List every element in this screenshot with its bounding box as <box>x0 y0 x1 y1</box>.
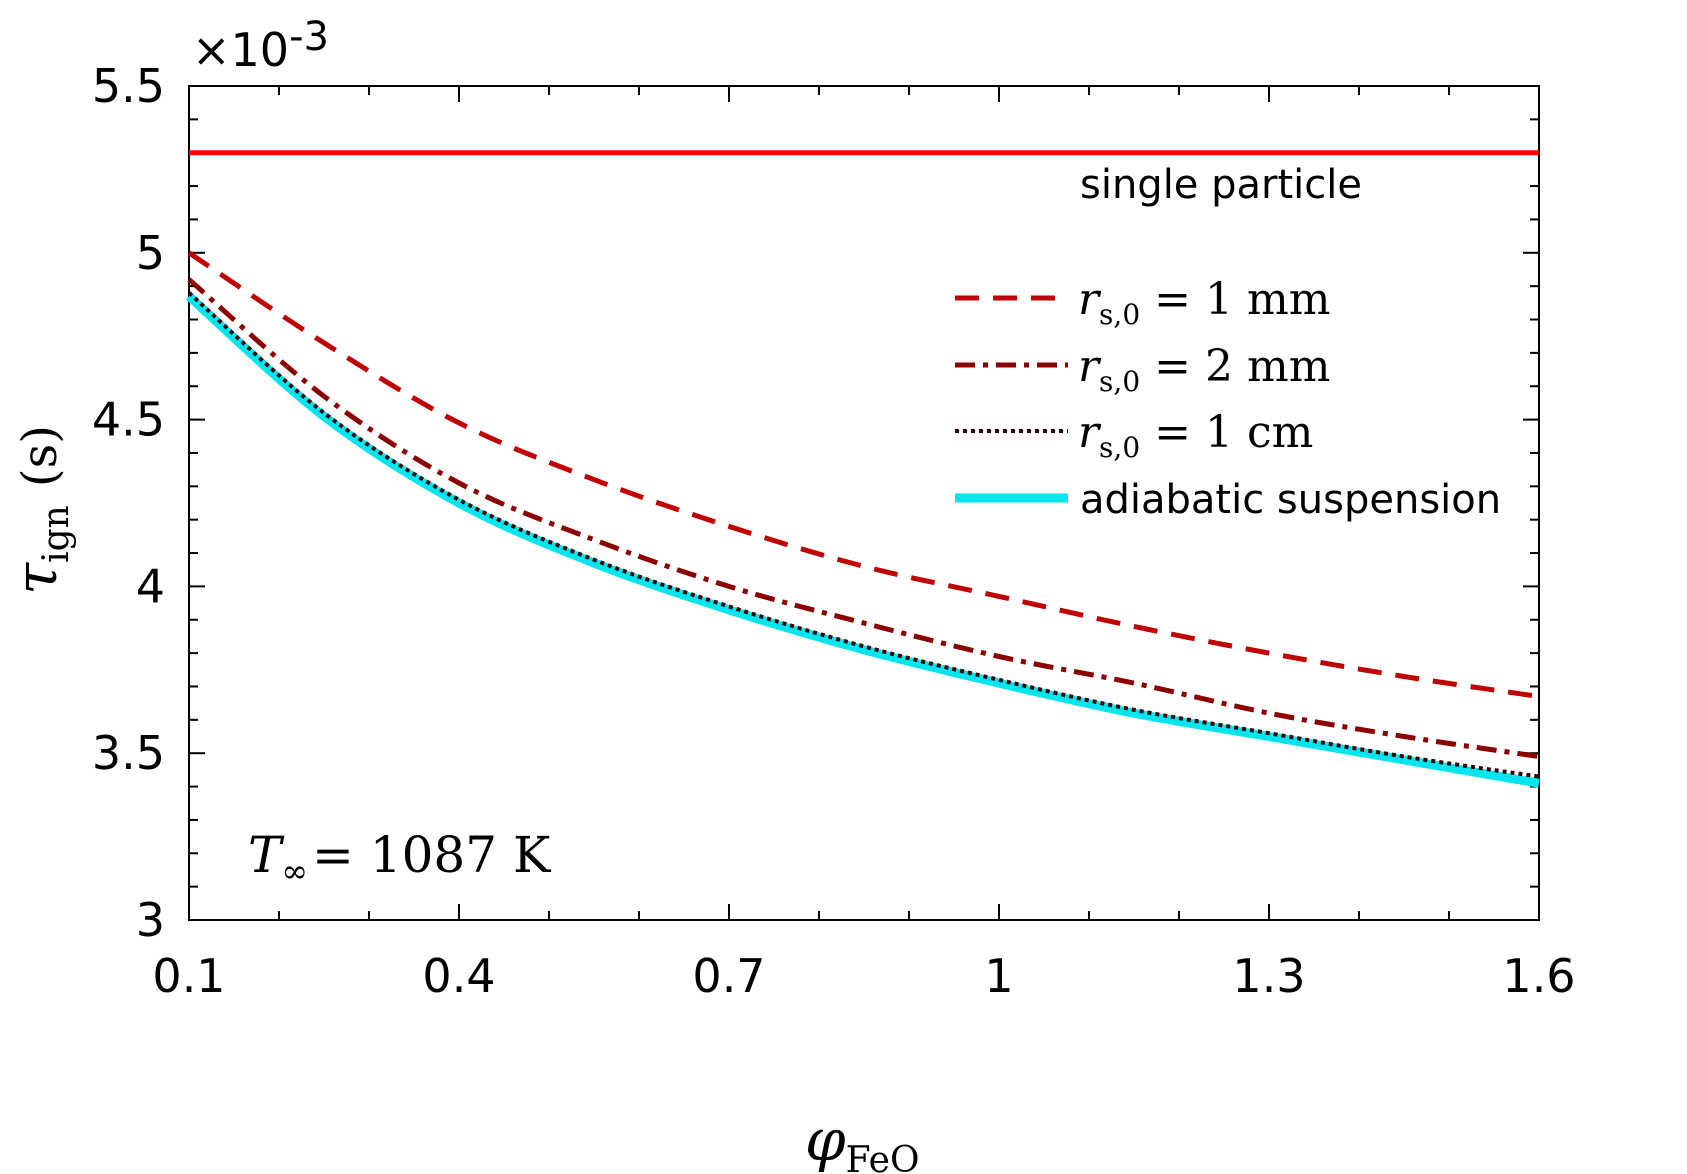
y-exponent-label: ×10-3 <box>192 14 329 77</box>
legend-label: rs,0 = 1 mm <box>1078 274 1330 331</box>
y-tick-label: 3.5 <box>92 726 165 780</box>
temperature-value: = 1087 K <box>312 826 552 884</box>
legend-label: adiabatic suspension <box>1080 477 1501 523</box>
series-layer <box>186 150 1540 788</box>
y-axis-unit: (s) <box>12 425 68 487</box>
x-tick-label: 0.7 <box>692 949 765 1003</box>
axes-box <box>188 85 1540 921</box>
series-line-4 <box>186 292 1540 788</box>
y-tick-label: 4 <box>136 559 165 613</box>
legend-subscript: s,0 <box>1099 298 1140 331</box>
y-axis-subscript: ign <box>36 505 77 563</box>
temperature-symbol: T <box>248 826 285 884</box>
legend-label: rs,0 = 1 cm <box>1078 407 1313 464</box>
x-axis-title: φFeO <box>805 1106 919 1174</box>
single-particle-label: single particle <box>1080 162 1362 208</box>
x-axis-symbol: φ <box>805 1106 846 1174</box>
legend-value: = 1 mm <box>1154 274 1330 325</box>
plot-area <box>188 85 1540 921</box>
y-axis-title: τign (s) <box>2 425 77 595</box>
y-tick-label: 4.5 <box>92 393 165 447</box>
series-line-1 <box>187 250 1540 699</box>
temperature-subscript: ∞ <box>281 852 308 890</box>
legend-value: = 1 cm <box>1154 407 1313 458</box>
legend-symbol: r <box>1078 274 1102 325</box>
y-tick-label: 5.5 <box>92 59 165 113</box>
legend-value: = 2 mm <box>1154 341 1330 392</box>
y-tick-label: 3 <box>136 893 165 947</box>
legend-symbol: r <box>1078 407 1102 458</box>
axis-ticks: 0.1 0.4 0.7 1 1.3 1.6 3 3.5 4 4.5 5 5.5 <box>92 59 1576 1003</box>
x-tick-label: 1.6 <box>1502 949 1575 1003</box>
axis-labels: ×10-3 φFeO τign (s) <box>2 14 919 1174</box>
legend-subscript: s,0 <box>1099 431 1140 464</box>
y-exponent-power: -3 <box>289 14 329 60</box>
annotations: single particle T∞= 1087 K <box>248 162 1362 890</box>
x-tick-label: 1.3 <box>1232 949 1305 1003</box>
y-tick-label: 5 <box>136 226 165 280</box>
x-axis-subscript: FeO <box>846 1140 920 1174</box>
legend-subscript: s,0 <box>1099 365 1140 398</box>
x-tick-label: 1 <box>984 949 1013 1003</box>
series-line-2 <box>187 277 1540 759</box>
x-tick-label: 0.1 <box>152 949 225 1003</box>
series-line-3 <box>187 291 1540 779</box>
y-axis-symbol: τ <box>2 562 70 595</box>
temperature-annotation: T∞= 1087 K <box>248 826 552 890</box>
legend-label: rs,0 = 2 mm <box>1078 341 1330 398</box>
x-tick-label: 0.4 <box>422 949 495 1003</box>
y-exponent-base: ×10 <box>192 23 289 77</box>
legend-symbol: r <box>1078 341 1102 392</box>
